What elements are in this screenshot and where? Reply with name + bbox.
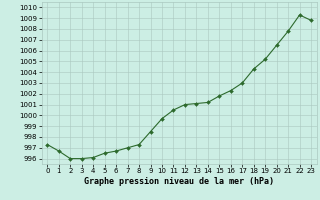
X-axis label: Graphe pression niveau de la mer (hPa): Graphe pression niveau de la mer (hPa) (84, 177, 274, 186)
